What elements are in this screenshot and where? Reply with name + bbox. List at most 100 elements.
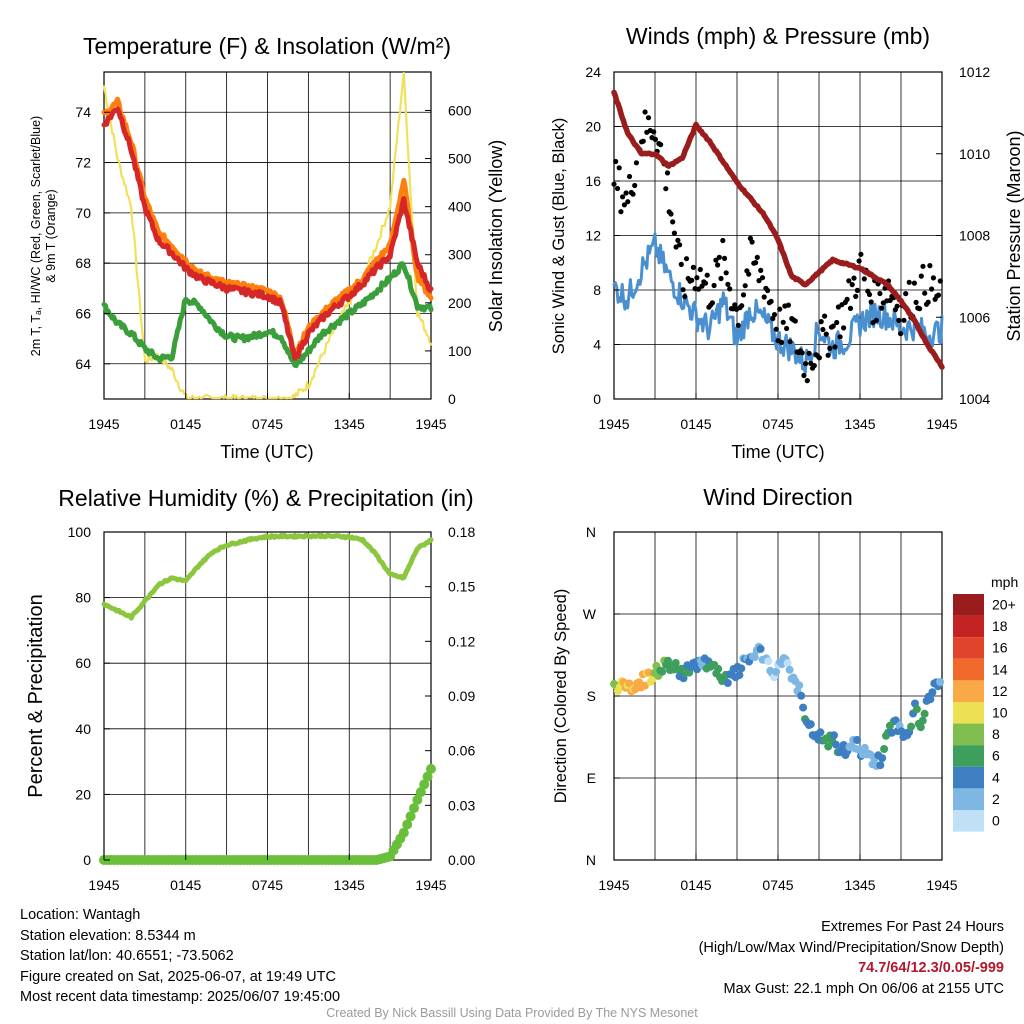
direction-point [783,659,792,668]
direction-point [831,740,840,749]
colorbar-label: 14 [992,661,1008,677]
gust-point [822,313,828,319]
y-left-tick-label: 64 [75,356,91,372]
green-humidity-line [101,532,434,621]
credit-text: Created By Nick Bassill Using Data Provi… [326,1006,698,1020]
latlon-text: Station lat/lon: 40.6551; -73.5062 [20,948,234,964]
gust-point [858,251,864,257]
y-right-tick-label: 100 [448,343,472,359]
colorbar-swatch [953,745,984,767]
direction-point [926,695,935,704]
direction-point [936,678,945,686]
x-tick-label: 1345 [334,416,365,432]
gust-point [898,331,904,337]
gust-point [868,299,874,305]
gust-point [723,270,729,276]
gust-point [633,160,640,166]
y-left-tick-label: 12 [585,228,601,244]
direction-point [644,668,653,677]
colorbar-label: 20+ [992,597,1016,613]
x-tick-label: 0145 [680,416,711,432]
red-temperature-line [101,106,434,361]
extremes-info: Extremes For Past 24 Hours (High/Low/Max… [699,917,1004,999]
gust-point [834,319,840,326]
precipitation-point [412,794,423,805]
colorbar-title: mph [991,574,1018,590]
y-left-tick-label: 74 [75,104,91,120]
gust-point [632,182,638,189]
y-right-tick-label: 0.03 [448,797,475,813]
gust-point [918,273,924,279]
humidity-title: Relative Humidity (%) & Precipitation (i… [58,485,473,511]
gust-point [680,287,686,293]
winds-panel: 1945 0145 0745 1345 1945 0 4 8 12 16 20 24 1004 1006 1… [550,23,1024,462]
gust-point [917,306,923,312]
gust-point [911,280,918,286]
direction-point [750,653,759,662]
y-right-tick-label: 400 [448,199,472,215]
gust-point [754,254,760,260]
gust-point [816,355,823,361]
x-tick-label: 0745 [762,877,793,893]
gust-point [689,277,695,283]
gust-point [677,242,683,248]
direction-point [918,716,927,725]
gust-point [753,260,759,266]
colorbar-label: 10 [992,705,1008,721]
max-gust-text: Max Gust: 22.1 mph On 06/06 at 2155 UTC [723,980,1004,997]
elevation-text: Station elevation: 8.5344 m [20,927,196,944]
direction-point [693,665,701,674]
gust-point [758,267,764,273]
direction-tick-label: E [587,770,596,786]
blue-sonic-wind-line [612,232,944,375]
winds-ticks: 1945 0145 0745 1345 1945 0 4 8 12 16 20 24 1004 1006 1… [585,64,990,432]
gust-point [616,165,622,171]
gust-point [854,287,861,293]
colorbar-swatch [953,594,984,616]
precipitation-point [409,803,419,814]
gust-point [784,325,790,332]
x-tick-label: 1345 [844,416,875,432]
precipitation-point [398,827,409,838]
gust-point [785,302,792,308]
y-left-tick-label: 60 [75,655,91,671]
winds-title: Winds (mph) & Pressure (mb) [626,23,930,49]
direction-point [799,703,808,712]
direction-point [714,664,723,673]
gust-point [623,190,629,196]
x-tick-label: 1345 [334,877,365,893]
colorbar-swatch [953,680,984,702]
winds-ylabel-left: Sonic Wind & Gust (Blue, Black) [550,118,568,355]
y-left-tick-label: 66 [75,305,91,321]
gust-point [770,316,776,322]
gust-point [709,300,716,306]
direction-point [658,667,667,676]
y-left-tick-label: 8 [593,282,601,298]
gust-point [725,281,731,287]
colorbar-swatch [953,766,984,789]
gust-point [901,317,907,323]
gust-point [720,237,726,244]
gust-point [768,298,774,304]
temperature-ylabel-left-line2: & 9m T (Orange) [44,189,58,282]
direction-point [723,679,732,687]
gust-point [739,303,745,309]
direction-point [797,691,806,700]
precipitation-point [402,819,413,830]
precipitation-point [426,763,436,774]
direction-point [876,761,885,770]
y-left-tick-label: 80 [75,590,91,606]
x-tick-label: 0145 [680,877,711,893]
y-left-tick-label: 68 [75,255,91,271]
gust-point [746,271,752,277]
gust-point [711,282,717,289]
y-left-tick-label: 20 [585,119,601,135]
gust-point [818,319,824,325]
direction-tick-label: N [586,524,596,540]
temperature-ticks: 1945 0145 0745 1345 1945 64 66 68 70 72 74 0 100 200 3… [75,102,471,432]
direction-point [860,743,869,752]
maroon-pressure-line [611,89,945,370]
x-tick-label: 1945 [415,416,446,432]
